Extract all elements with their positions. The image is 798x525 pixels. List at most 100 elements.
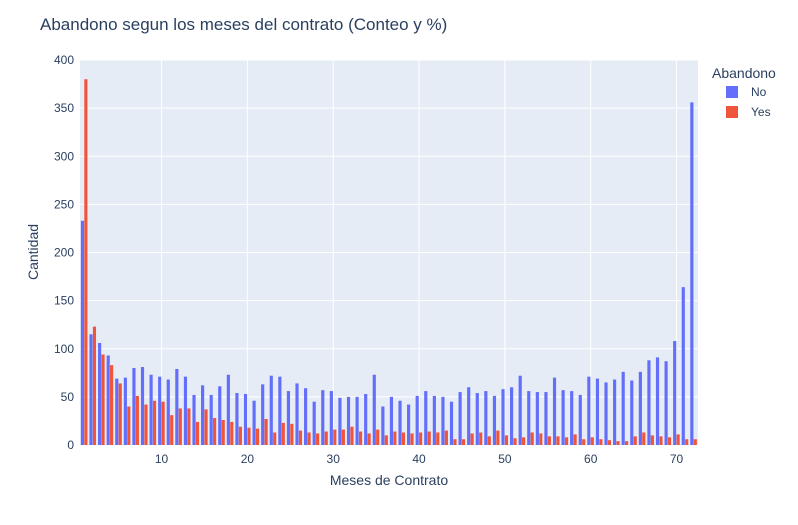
bar-no[interactable] — [407, 404, 411, 445]
bar-no[interactable] — [183, 376, 188, 445]
bar-yes[interactable] — [170, 415, 174, 445]
bar-yes[interactable] — [358, 431, 363, 445]
bar-yes[interactable] — [685, 439, 689, 445]
bar-no[interactable] — [681, 287, 685, 445]
bar-no[interactable] — [226, 374, 230, 445]
bar-yes[interactable] — [213, 418, 217, 445]
bar-no[interactable] — [595, 378, 600, 445]
bar-yes[interactable] — [479, 432, 483, 445]
bar-yes[interactable] — [513, 438, 517, 445]
bar-no[interactable] — [235, 393, 239, 445]
bar-no[interactable] — [355, 396, 359, 446]
bar-yes[interactable] — [298, 430, 303, 445]
bar-no[interactable] — [613, 379, 617, 445]
legend-label-no[interactable]: No — [751, 85, 767, 99]
bar-no[interactable] — [286, 391, 291, 445]
bar-yes[interactable] — [556, 436, 560, 445]
bar-yes[interactable] — [659, 436, 663, 445]
bar-yes[interactable] — [247, 427, 251, 445]
bar-no[interactable] — [329, 391, 333, 445]
bar-yes[interactable] — [290, 423, 294, 445]
bar-no[interactable] — [218, 386, 222, 445]
bar-no[interactable] — [398, 400, 402, 445]
bar-yes[interactable] — [195, 421, 200, 445]
bar-yes[interactable] — [599, 439, 603, 445]
bar-yes[interactable] — [127, 406, 131, 446]
bar-no[interactable] — [630, 380, 634, 445]
bar-yes[interactable] — [547, 436, 551, 445]
bar-no[interactable] — [321, 390, 325, 445]
bar-yes[interactable] — [187, 408, 191, 445]
bar-no[interactable] — [304, 388, 308, 445]
bar-yes[interactable] — [693, 439, 697, 445]
bar-no[interactable] — [424, 391, 428, 445]
bar-yes[interactable] — [504, 435, 509, 446]
bar-no[interactable] — [80, 220, 85, 445]
bar-yes[interactable] — [667, 437, 672, 445]
bar-yes[interactable] — [273, 432, 277, 445]
bar-no[interactable] — [664, 361, 668, 445]
bar-yes[interactable] — [367, 433, 371, 445]
bar-yes[interactable] — [255, 428, 260, 445]
bar-no[interactable] — [518, 375, 522, 445]
bar-yes[interactable] — [444, 430, 448, 445]
bar-yes[interactable] — [539, 433, 543, 445]
bar-no[interactable] — [415, 395, 419, 445]
bar-no[interactable] — [252, 400, 256, 445]
bar-yes[interactable] — [401, 432, 406, 445]
bar-yes[interactable] — [307, 432, 311, 445]
bar-no[interactable] — [501, 389, 505, 445]
bar-no[interactable] — [201, 385, 205, 445]
bar-no[interactable] — [123, 377, 127, 446]
bar-no[interactable] — [578, 394, 582, 445]
bar-yes[interactable] — [522, 437, 526, 445]
bar-yes[interactable] — [178, 408, 182, 445]
bar-yes[interactable] — [230, 421, 234, 445]
bar-yes[interactable] — [530, 432, 534, 445]
bar-no[interactable] — [535, 392, 539, 445]
bar-yes[interactable] — [144, 404, 148, 445]
bar-yes[interactable] — [625, 441, 629, 445]
bar-no[interactable] — [89, 334, 93, 445]
bar-yes[interactable] — [135, 395, 139, 445]
bar-no[interactable] — [389, 396, 394, 446]
bar-yes[interactable] — [650, 435, 654, 446]
bar-no[interactable] — [140, 367, 145, 445]
bar-no[interactable] — [544, 392, 548, 445]
bar-no[interactable] — [458, 392, 462, 445]
bar-yes[interactable] — [487, 436, 491, 445]
bar-yes[interactable] — [84, 79, 88, 445]
bar-no[interactable] — [492, 395, 497, 445]
bar-yes[interactable] — [393, 431, 397, 445]
bar-no[interactable] — [527, 391, 531, 445]
bar-no[interactable] — [115, 378, 119, 445]
bar-no[interactable] — [621, 371, 625, 445]
bar-no[interactable] — [261, 384, 265, 445]
bar-yes[interactable] — [204, 409, 208, 445]
bar-no[interactable] — [475, 393, 479, 445]
bar-yes[interactable] — [324, 431, 328, 445]
bar-no[interactable] — [312, 401, 316, 445]
bar-no[interactable] — [338, 397, 342, 445]
bar-yes[interactable] — [607, 440, 612, 445]
bar-no[interactable] — [441, 396, 445, 446]
bar-no[interactable] — [638, 371, 642, 445]
bar-yes[interactable] — [350, 426, 354, 445]
bar-no[interactable] — [449, 401, 454, 445]
bar-yes[interactable] — [316, 433, 320, 445]
bar-no[interactable] — [158, 376, 162, 445]
bar-no[interactable] — [269, 375, 273, 445]
bar-yes[interactable] — [376, 429, 380, 445]
bar-no[interactable] — [364, 393, 368, 445]
bar-yes[interactable] — [427, 431, 431, 445]
bar-yes[interactable] — [616, 441, 620, 445]
legend[interactable]: Abandono No Yes — [712, 65, 776, 119]
bar-yes[interactable] — [92, 326, 97, 445]
bar-yes[interactable] — [470, 433, 474, 445]
bar-no[interactable] — [647, 360, 651, 445]
legend-label-yes[interactable]: Yes — [751, 105, 771, 119]
bar-no[interactable] — [175, 368, 179, 445]
bar-yes[interactable] — [590, 437, 594, 445]
bar-no[interactable] — [673, 341, 677, 445]
bar-no[interactable] — [510, 387, 514, 445]
